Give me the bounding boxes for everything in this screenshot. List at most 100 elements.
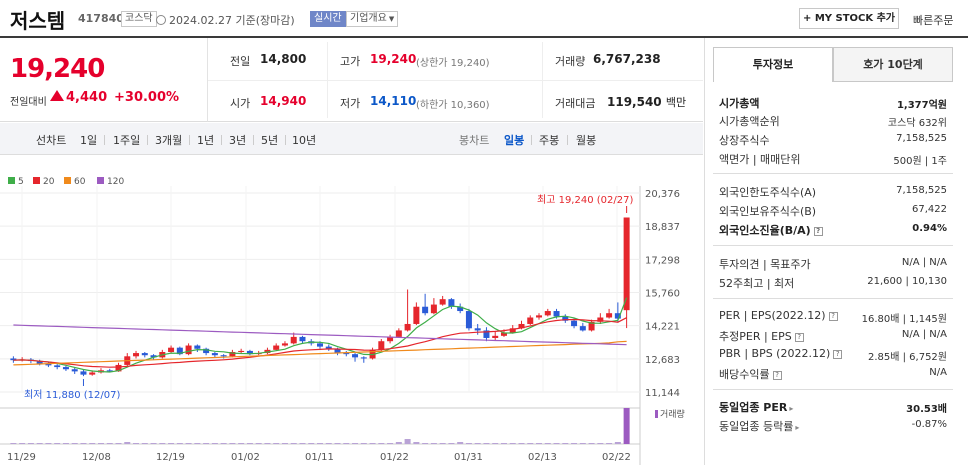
volume-bar xyxy=(465,443,472,444)
legend-item: 5 xyxy=(8,177,24,187)
info-label: 상장주식수 xyxy=(719,134,770,147)
company-overview-dropdown[interactable]: 기업개요 ▼ xyxy=(346,11,399,27)
candle xyxy=(194,345,201,349)
info-label[interactable]: 동일업종 등락률 ▸ xyxy=(719,418,799,434)
price-box xyxy=(0,38,208,122)
summary-col-divider xyxy=(542,42,543,118)
candle xyxy=(80,371,87,375)
period-1d[interactable]: 1일 xyxy=(80,134,98,147)
chevron-right-icon: ▸ xyxy=(789,404,794,413)
x-tick-label: 01/22 xyxy=(380,452,409,463)
info-label[interactable]: 동일업종 PER ▸ xyxy=(719,399,793,415)
help-icon[interactable]: ? xyxy=(833,350,843,359)
info-value: -0.87% xyxy=(911,419,947,430)
candle-daily[interactable]: 일봉 xyxy=(504,134,525,147)
ma20-line xyxy=(13,317,627,368)
volume-bar xyxy=(264,443,271,444)
x-tick-label: 02/13 xyxy=(528,452,557,463)
candle xyxy=(299,336,306,342)
period-10y[interactable]: 10년 xyxy=(292,134,317,147)
volume-label: 거래량 xyxy=(660,408,685,420)
section-divider xyxy=(713,245,953,246)
volume-bar xyxy=(62,443,69,444)
help-icon[interactable]: ? xyxy=(772,371,782,380)
quick-order-link[interactable]: 빠른주문 xyxy=(913,14,954,27)
candle xyxy=(220,355,227,357)
add-mystock-button[interactable]: + MY STOCK 추가 xyxy=(799,8,899,29)
info-label: 시가총액 xyxy=(719,97,760,110)
period-3y[interactable]: 3년 xyxy=(229,134,247,147)
separator xyxy=(221,135,222,145)
volume-bar xyxy=(185,443,192,444)
tab-order-book[interactable]: 호가 10단계 xyxy=(833,47,953,82)
separator xyxy=(285,135,286,145)
candle-weekly[interactable]: 주봉 xyxy=(539,134,560,147)
volume-bar xyxy=(54,443,61,444)
volume-bar xyxy=(133,443,140,444)
period-5y[interactable]: 5년 xyxy=(261,134,279,147)
volume-bar xyxy=(413,442,420,444)
volume-bar xyxy=(290,443,297,444)
legend-item: 60 xyxy=(64,177,85,187)
candle xyxy=(115,364,122,372)
info-value: 7,158,525 xyxy=(896,185,947,196)
volume-bar xyxy=(360,443,367,444)
volume-bar xyxy=(159,443,166,444)
volume-bar xyxy=(483,443,490,444)
y-tick-label: 11,144 xyxy=(645,388,680,399)
volume-bar xyxy=(203,443,210,444)
x-tick-label: 02/22 xyxy=(602,452,631,463)
line-chart-label: 선차트 xyxy=(36,134,67,147)
candle-monthly[interactable]: 월봉 xyxy=(576,134,597,147)
x-tick-label: 11/29 xyxy=(7,452,36,463)
company-overview-label: 기업개요 xyxy=(350,13,387,24)
volume-bar xyxy=(439,443,446,444)
summary-col-divider xyxy=(327,42,328,118)
volume-bar xyxy=(395,442,402,444)
info-value: N/A | N/A xyxy=(901,329,947,340)
candle xyxy=(36,361,43,364)
volume-bar xyxy=(238,443,245,444)
candle xyxy=(343,353,350,355)
up-arrow-icon xyxy=(50,90,64,101)
candle xyxy=(54,365,61,368)
realtime-button[interactable]: 실시간 xyxy=(310,11,346,27)
help-icon[interactable]: ? xyxy=(813,227,823,236)
period-1y[interactable]: 1년 xyxy=(197,134,215,147)
info-value: 67,422 xyxy=(912,204,947,215)
volume-bar xyxy=(246,443,253,444)
period-1w[interactable]: 1주일 xyxy=(113,134,141,147)
volume-bar xyxy=(553,443,560,444)
candle xyxy=(562,316,569,321)
volume-bar xyxy=(457,442,464,444)
info-value: 2.85배 | 6,752원 xyxy=(867,352,947,363)
candle xyxy=(203,348,210,354)
y-tick-label: 20,376 xyxy=(645,189,680,200)
period-3m[interactable]: 3개월 xyxy=(155,134,183,147)
volume-bar xyxy=(343,443,350,444)
y-tick-label: 12,683 xyxy=(645,355,680,366)
volume-bar xyxy=(474,443,481,444)
info-value: 1,377억원 xyxy=(896,100,947,111)
candle xyxy=(597,317,604,322)
candle xyxy=(483,330,490,338)
price-chart[interactable]: 20,376 18,837 17,298 15,760 14,221 12,683 11,1… xyxy=(0,186,703,465)
volume-bar xyxy=(168,443,175,444)
candle xyxy=(360,357,367,359)
low-annotation: 최저 11,880 (12/07) xyxy=(24,389,120,401)
tab-investment-info[interactable]: 투자정보 xyxy=(713,47,833,82)
candle xyxy=(133,353,140,357)
dividend-label: 배당수익률 xyxy=(719,368,770,381)
help-icon[interactable]: ? xyxy=(828,312,838,321)
volume-bar xyxy=(325,443,332,444)
candle xyxy=(571,320,578,327)
candle xyxy=(211,353,218,356)
candle xyxy=(229,351,236,357)
open-value: 14,940 xyxy=(260,94,307,108)
ma60-line xyxy=(13,340,627,366)
volume-bar xyxy=(124,442,131,444)
help-icon[interactable]: ? xyxy=(794,333,804,342)
candle xyxy=(422,306,429,314)
candle xyxy=(141,353,148,356)
section-divider xyxy=(713,173,953,174)
